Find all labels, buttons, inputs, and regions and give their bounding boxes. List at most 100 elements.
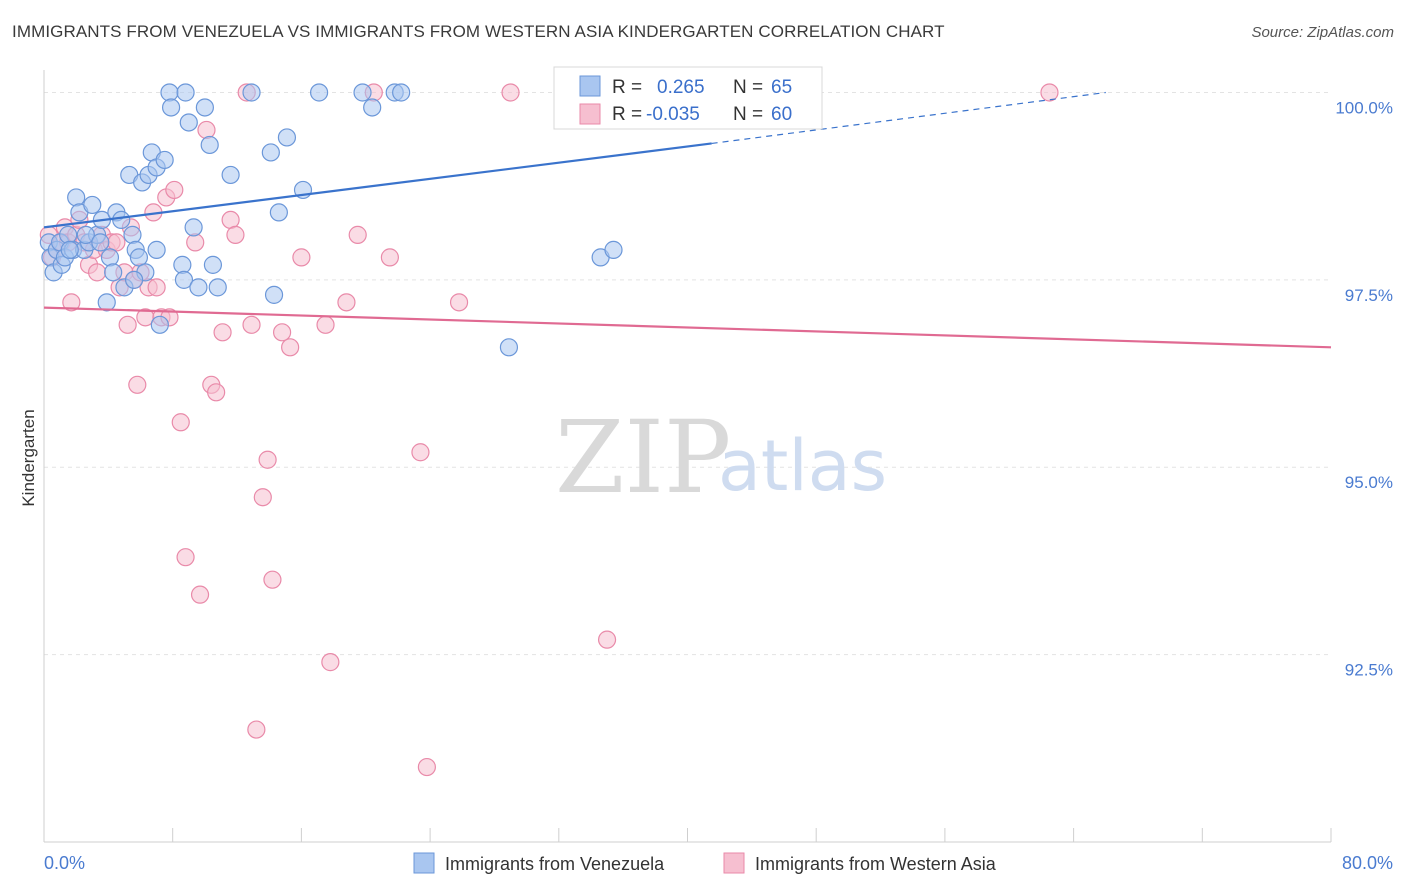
- point-venezuela: [100, 248, 120, 267]
- point-venezuela: [129, 248, 149, 267]
- stats-n-value-western-asia: 60: [771, 104, 792, 125]
- point-venezuela: [221, 165, 240, 185]
- legend-label-venezuela: Immigrants from Venezuela: [445, 854, 665, 874]
- point-western-asia: [263, 570, 282, 589]
- stats-r-label-western-asia: R =: [612, 104, 642, 125]
- point-venezuela: [59, 225, 78, 244]
- point-western-asia: [176, 548, 195, 567]
- point-venezuela: [104, 263, 123, 282]
- point-venezuela: [200, 135, 219, 155]
- point-venezuela: [91, 233, 110, 252]
- trend-line-western-asia: [43, 306, 1332, 349]
- point-venezuela: [264, 285, 284, 304]
- point-venezuela: [499, 338, 519, 357]
- point-venezuela: [83, 195, 102, 215]
- point-western-asia: [380, 248, 399, 267]
- point-western-asia: [171, 413, 190, 432]
- stats-r-value-western-asia: -0.035: [646, 104, 700, 125]
- legend-swatch-western-asia: [723, 852, 745, 874]
- point-venezuela: [67, 188, 86, 207]
- point-western-asia: [348, 225, 367, 244]
- point-venezuela: [184, 218, 203, 237]
- stats-n-value-venezuela: 65: [771, 77, 792, 98]
- point-venezuela: [203, 255, 223, 274]
- point-western-asia: [253, 488, 272, 507]
- point-western-asia: [411, 443, 430, 462]
- point-venezuela: [208, 278, 227, 297]
- point-western-asia: [247, 720, 266, 739]
- y-tick-label: 92.5%: [1345, 661, 1393, 680]
- point-western-asia: [597, 630, 617, 649]
- point-venezuela: [161, 98, 181, 117]
- point-venezuela: [160, 83, 179, 102]
- stats-r-label-venezuela: R =: [612, 77, 642, 98]
- point-western-asia: [1040, 83, 1059, 102]
- point-venezuela: [179, 113, 198, 132]
- stats-swatch-venezuela: [579, 75, 601, 97]
- y-tick-label: 100.0%: [1335, 98, 1393, 117]
- stats-legend: R = 0.265 N = 65 R = -0.035 N = 60: [553, 66, 823, 130]
- point-venezuela: [277, 128, 297, 147]
- stats-r-value-venezuela: 0.265: [657, 77, 705, 98]
- point-western-asia: [321, 653, 340, 672]
- point-western-asia: [337, 293, 356, 312]
- point-western-asia: [292, 248, 311, 267]
- legend-label-western-asia: Immigrants from Western Asia: [755, 854, 997, 874]
- point-western-asia: [226, 225, 245, 244]
- point-western-asia: [87, 263, 107, 282]
- x-tick-label-max: 80.0%: [1342, 853, 1393, 873]
- point-western-asia: [316, 315, 335, 334]
- point-venezuela: [189, 278, 208, 297]
- point-western-asia: [258, 450, 277, 469]
- stats-swatch-western-asia: [579, 103, 601, 125]
- point-venezuela: [60, 240, 79, 259]
- watermark-zip: ZIP: [555, 399, 731, 516]
- trend-line-venezuela: [43, 142, 712, 229]
- point-venezuela: [269, 203, 288, 222]
- y-axis-label: Kindergarten: [19, 409, 38, 506]
- point-western-asia: [449, 293, 469, 312]
- point-western-asia: [62, 293, 81, 312]
- stats-n-label-western-asia: N =: [733, 104, 763, 125]
- point-venezuela: [112, 210, 131, 230]
- point-venezuela: [242, 83, 261, 102]
- bottom-legend: Immigrants from Venezuela Immigrants fro…: [413, 852, 997, 874]
- point-western-asia: [186, 233, 205, 252]
- point-venezuela: [176, 83, 195, 102]
- chart-source: Source: ZipAtlas.com: [1251, 24, 1394, 41]
- point-western-asia: [128, 375, 147, 394]
- point-venezuela: [97, 293, 116, 312]
- point-western-asia: [501, 83, 520, 102]
- point-venezuela: [76, 225, 95, 244]
- point-western-asia: [417, 757, 436, 777]
- point-western-asia: [118, 315, 137, 334]
- x-tick-label-min: 0.0%: [44, 853, 85, 873]
- y-tick-label: 97.5%: [1345, 286, 1393, 305]
- point-western-asia: [221, 210, 240, 230]
- point-western-asia: [190, 585, 210, 604]
- point-venezuela: [124, 270, 144, 289]
- point-venezuela: [353, 83, 372, 102]
- point-western-asia: [281, 338, 300, 357]
- point-western-asia: [197, 120, 216, 140]
- point-venezuela: [604, 240, 623, 259]
- stats-n-label-venezuela: N =: [733, 77, 763, 98]
- point-venezuela: [147, 240, 166, 259]
- trend-line-venezuela-extension: [711, 91, 1106, 145]
- y-axis-tick-labels: 92.5% 95.0% 97.5% 100.0%: [1335, 98, 1393, 679]
- data-points: [39, 83, 1059, 777]
- y-tick-label: 95.0%: [1345, 473, 1393, 492]
- point-venezuela: [123, 225, 142, 244]
- point-western-asia: [242, 315, 261, 334]
- point-venezuela: [173, 255, 192, 274]
- point-venezuela: [261, 143, 280, 162]
- point-venezuela: [392, 83, 411, 102]
- point-venezuela: [309, 83, 329, 102]
- watermark-atlas: atlas: [718, 425, 887, 507]
- point-western-asia: [213, 323, 232, 342]
- point-venezuela: [363, 98, 382, 117]
- point-venezuela: [195, 98, 214, 117]
- point-western-asia: [147, 278, 166, 297]
- point-western-asia: [207, 383, 226, 402]
